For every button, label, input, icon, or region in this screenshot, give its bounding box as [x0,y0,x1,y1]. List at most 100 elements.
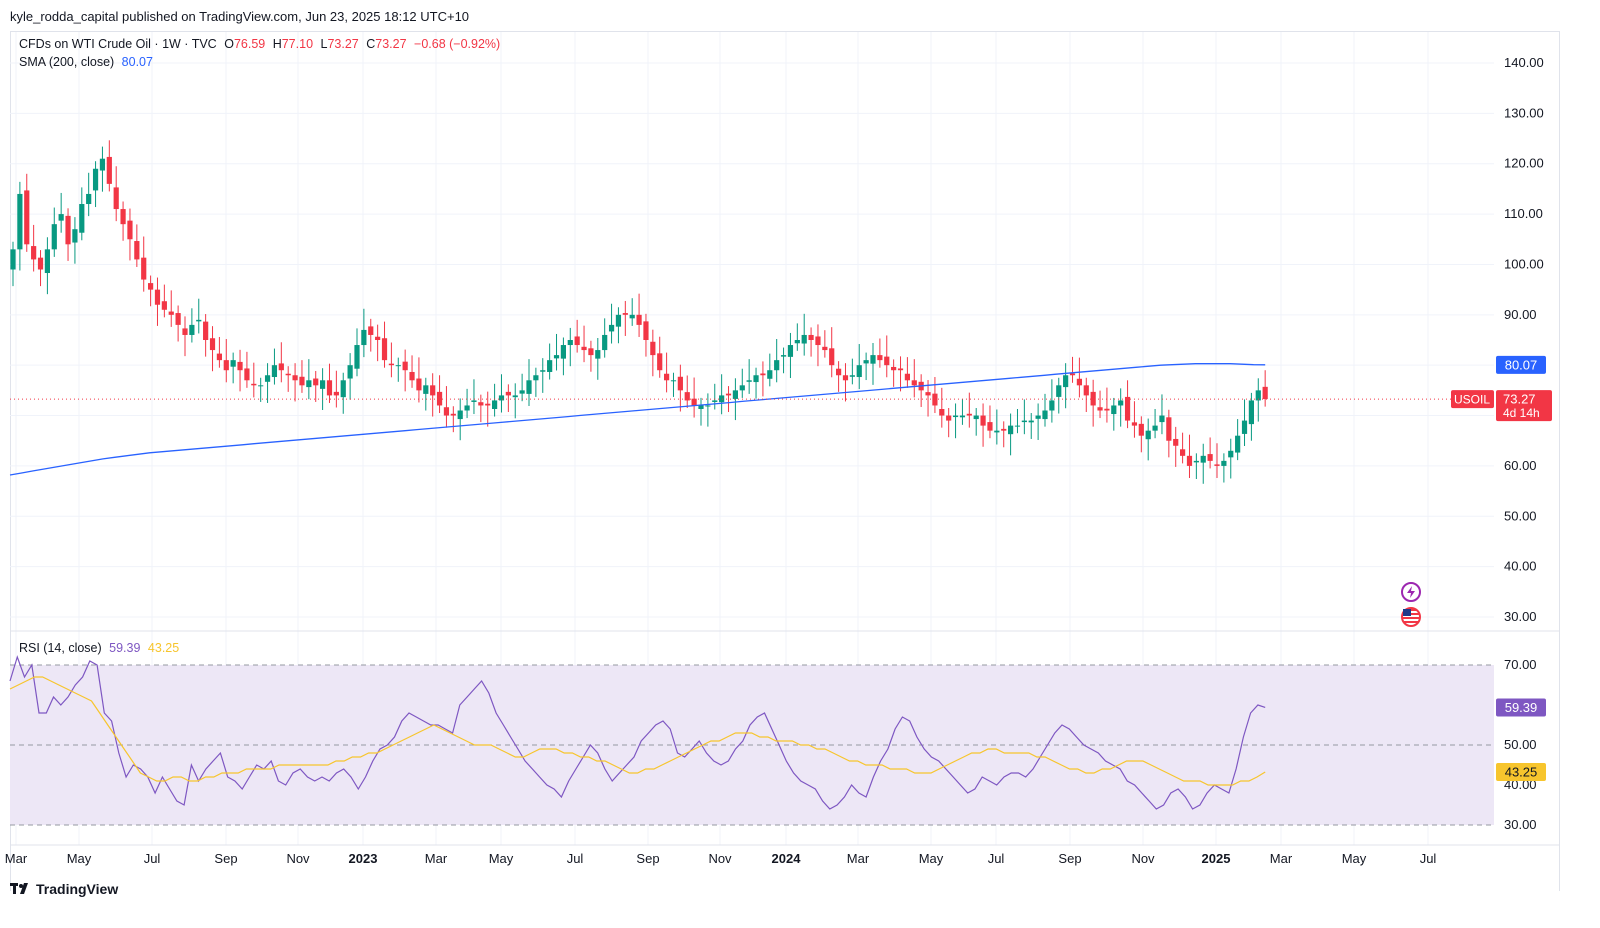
candle[interactable] [278,363,284,371]
candle[interactable] [595,350,601,359]
candle[interactable] [801,334,807,344]
candle[interactable] [719,395,725,403]
candle[interactable] [780,355,787,357]
candle[interactable] [774,360,780,371]
candle[interactable] [154,289,161,305]
candle[interactable] [209,338,216,351]
candle[interactable] [836,368,842,376]
candle[interactable] [1076,378,1082,386]
candle[interactable] [113,187,119,210]
candle[interactable] [299,376,305,386]
candle[interactable] [368,326,374,335]
candle[interactable] [86,193,92,205]
candle[interactable] [17,193,23,250]
candle[interactable] [1241,420,1248,434]
candle[interactable] [24,190,30,245]
candle[interactable] [987,422,993,431]
candle[interactable] [457,410,463,420]
sma-legend[interactable]: SMA (200, close) 80.07 [19,55,157,69]
candle[interactable] [657,353,663,371]
candle[interactable] [767,370,773,379]
candle[interactable] [822,346,828,351]
candle[interactable] [946,415,952,421]
candle[interactable] [313,378,319,386]
candle[interactable] [216,353,222,361]
candle[interactable] [952,415,959,418]
candle[interactable] [540,370,546,372]
candle[interactable] [127,220,133,240]
candle[interactable] [478,402,484,406]
candle[interactable] [533,375,539,381]
candle[interactable] [829,348,835,366]
candle[interactable] [567,340,573,346]
candle[interactable] [1090,391,1096,406]
rsi-legend[interactable]: RSI (14, close) 59.39 43.25 [19,641,183,655]
candle[interactable] [650,341,656,356]
candle[interactable] [553,355,560,359]
candle[interactable] [196,319,202,322]
candle[interactable] [464,405,470,411]
candle[interactable] [560,345,566,359]
candle[interactable] [106,156,112,184]
candle[interactable] [980,415,986,426]
candle[interactable] [705,405,711,407]
candle[interactable] [588,348,594,356]
candle[interactable] [1008,425,1014,435]
candle[interactable] [1111,405,1117,415]
candle[interactable] [203,321,209,340]
candle[interactable] [354,345,360,369]
candle[interactable] [333,391,339,396]
candle[interactable] [58,214,64,221]
candle[interactable] [698,405,704,409]
candle[interactable] [244,368,250,381]
lightning-icon[interactable] [1401,582,1421,602]
candle[interactable] [1021,420,1027,423]
candle[interactable] [1124,396,1131,421]
candle[interactable] [753,375,759,383]
candle[interactable] [547,360,553,372]
rsi-ma-line[interactable] [9,676,1266,786]
candle[interactable] [966,413,972,416]
candle[interactable] [1255,390,1261,401]
candle[interactable] [1166,417,1172,441]
candle[interactable] [856,365,862,378]
candle[interactable] [450,413,456,416]
candle[interactable] [492,400,498,409]
us-flag-icon[interactable] [1401,607,1421,627]
rsi-line[interactable] [9,655,1266,810]
candle[interactable] [1248,400,1254,425]
candle[interactable] [230,360,236,367]
candle[interactable] [1193,460,1199,463]
candle[interactable] [629,314,635,319]
candle[interactable] [973,415,979,420]
candle[interactable] [31,246,37,260]
candle[interactable] [725,393,732,396]
candle[interactable] [863,360,869,364]
candle[interactable] [264,375,271,382]
candle[interactable] [44,249,50,274]
candle[interactable] [1104,408,1110,411]
candle[interactable] [684,392,690,401]
sma-200-line[interactable] [9,363,1266,476]
candle[interactable] [746,380,752,382]
candle[interactable] [320,380,326,389]
candle[interactable] [1131,422,1138,426]
candle[interactable] [347,365,353,379]
candle[interactable] [1159,415,1165,423]
candle[interactable] [643,321,649,340]
candle[interactable] [285,373,291,376]
candle[interactable] [787,345,794,357]
candle[interactable] [904,373,910,381]
candle[interactable] [326,380,333,396]
candle[interactable] [168,311,174,315]
candle[interactable] [526,380,532,394]
candle[interactable] [505,391,511,396]
candle[interactable] [443,407,450,416]
candle[interactable] [574,336,580,346]
candle[interactable] [512,395,518,398]
candle[interactable] [1138,423,1144,436]
candle[interactable] [581,346,587,351]
candle[interactable] [794,340,800,344]
candle[interactable] [1186,455,1193,466]
candle[interactable] [361,329,367,346]
